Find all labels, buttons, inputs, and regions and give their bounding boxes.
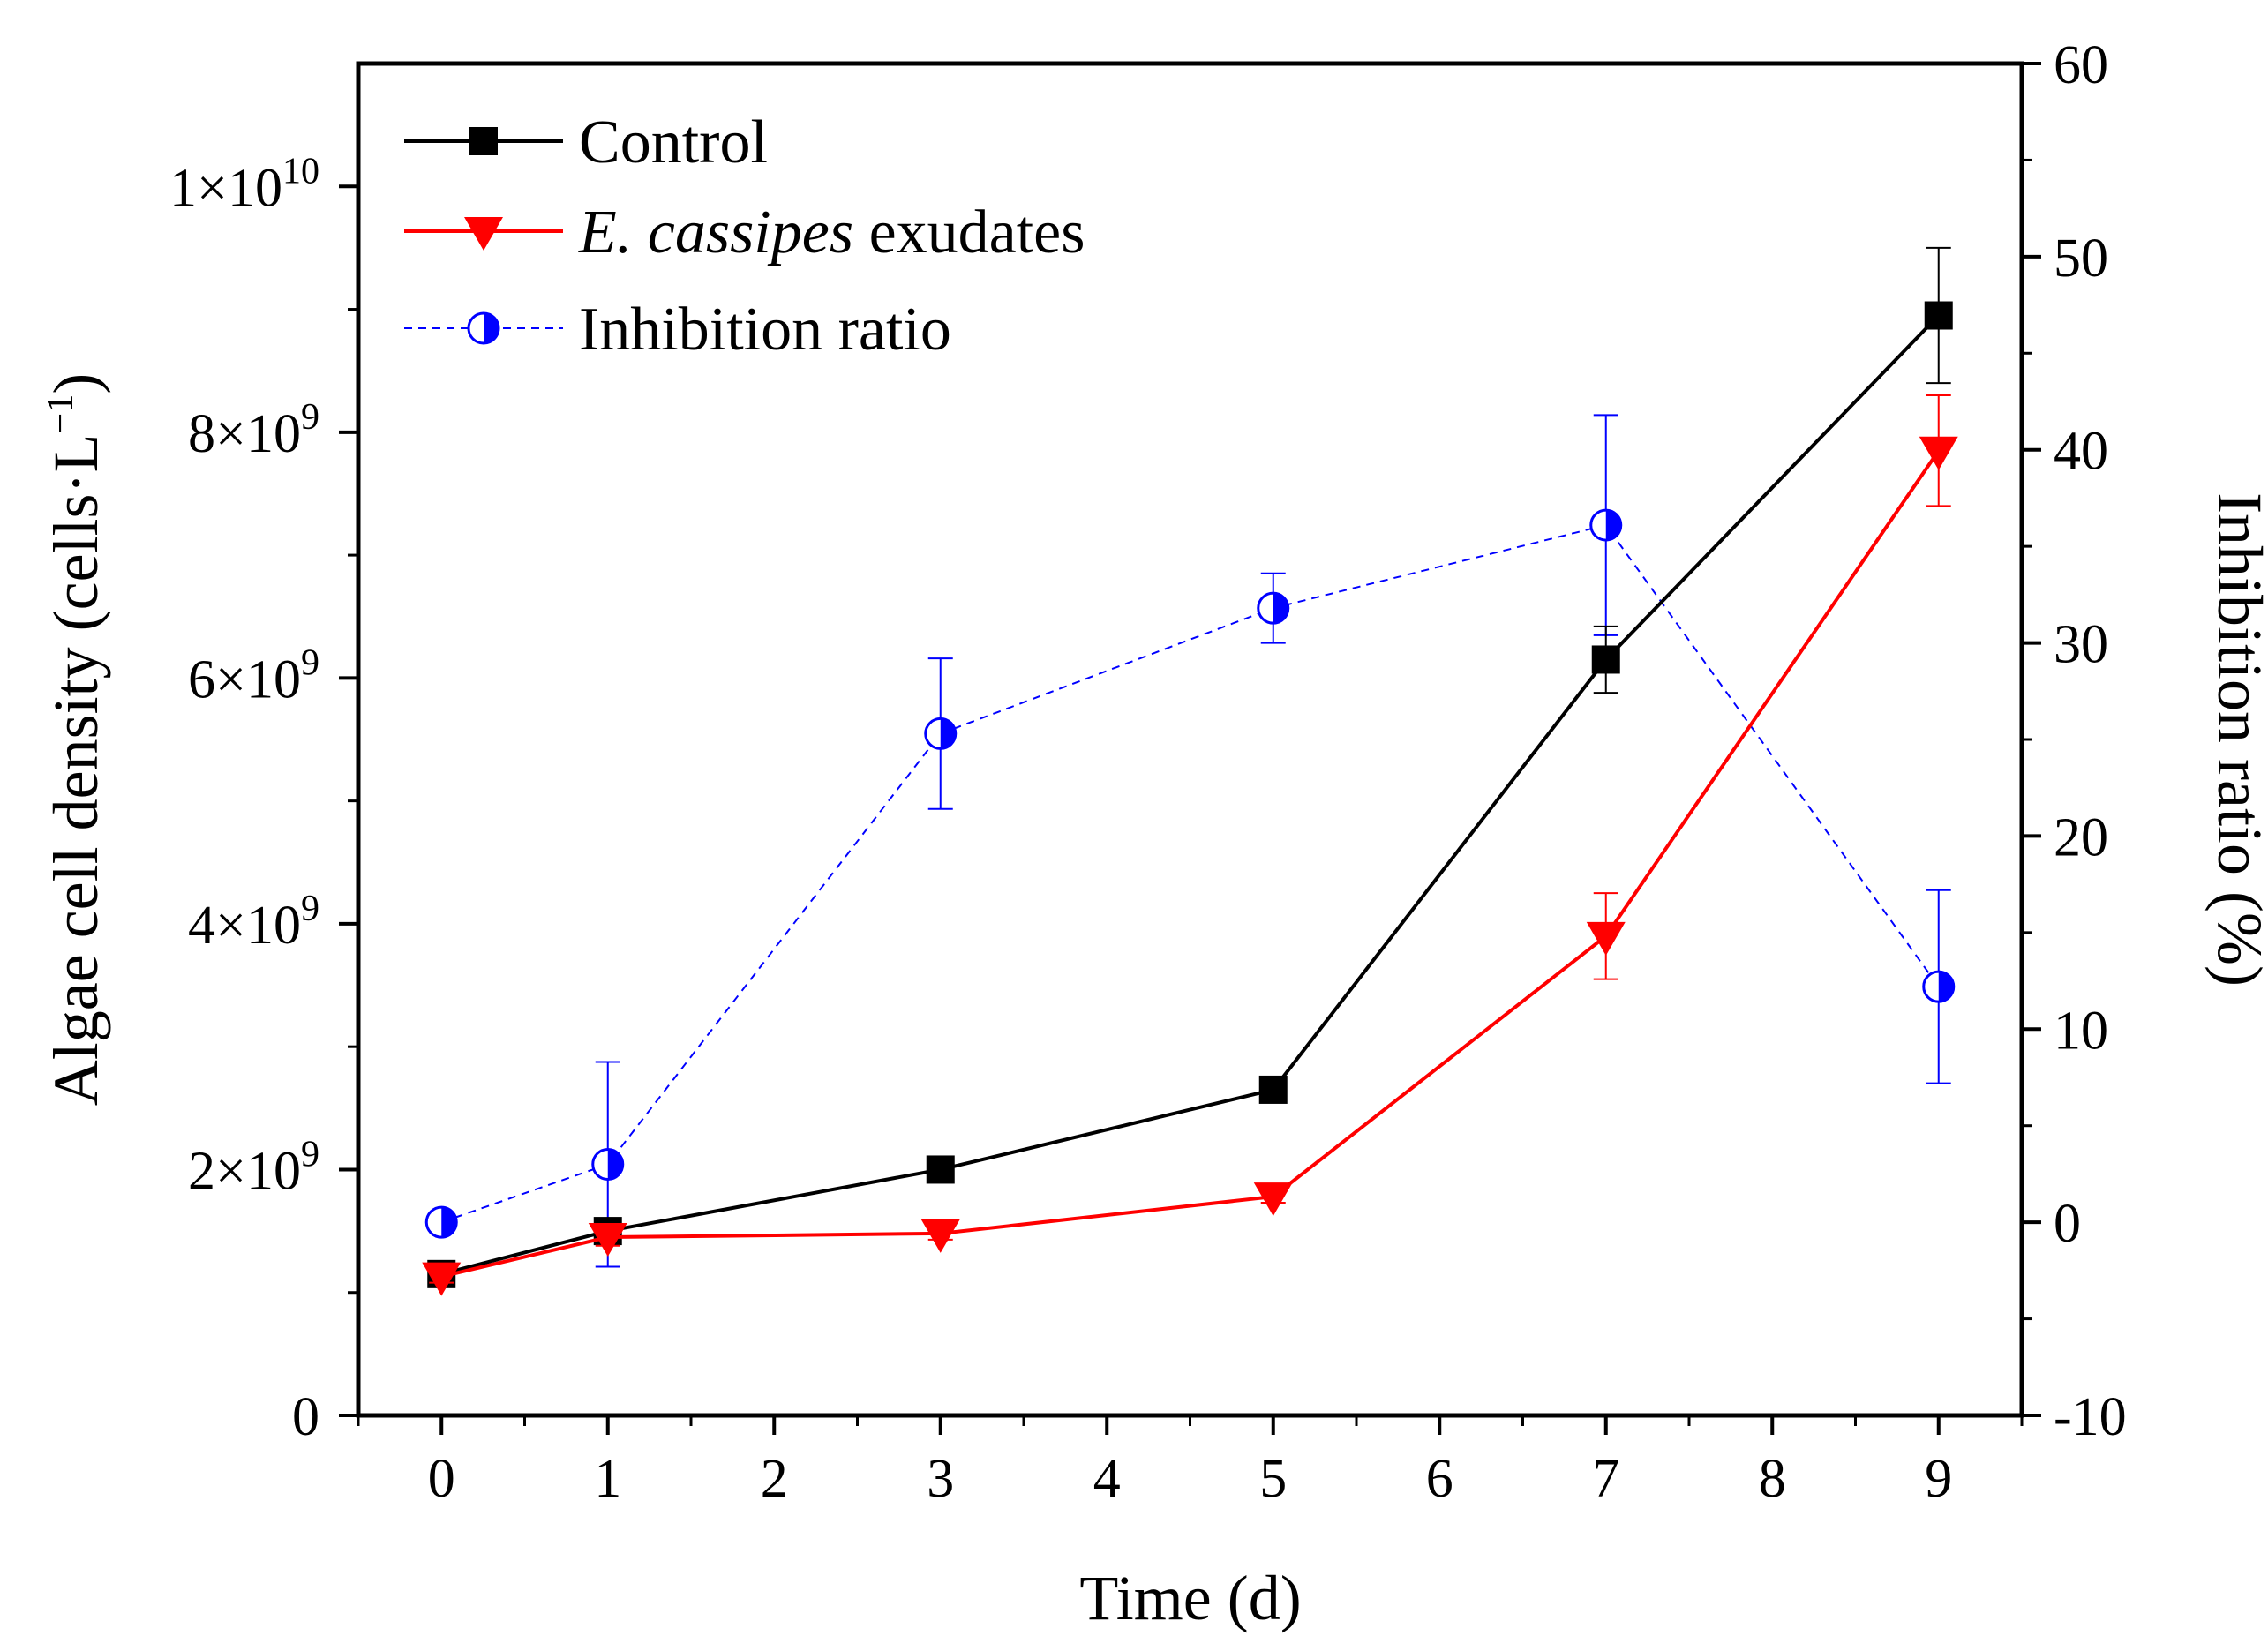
data-point-fill <box>1605 510 1621 541</box>
data-point <box>1253 1182 1293 1217</box>
legend-exudates-label: E. cassipes exudates <box>578 199 1085 266</box>
data-point <box>1258 1075 1288 1104</box>
data-point <box>588 1223 627 1257</box>
data-point <box>1591 645 1620 674</box>
series-inhibition-ratio <box>424 414 1956 1268</box>
left-axis-ticks: 0 2×109 4×109 6×109 8×109 1×1010 <box>169 151 358 1447</box>
right-tick-label: 20 <box>2054 807 2108 867</box>
data-point <box>1586 921 1626 956</box>
data-point <box>924 717 958 750</box>
series-layer <box>422 246 1958 1296</box>
data-point <box>1922 970 1956 1003</box>
data-point-fill <box>940 718 956 749</box>
x-tick-label: 1 <box>594 1449 621 1509</box>
data-point-fill <box>1938 972 1954 1002</box>
legend: Control E. cassipes exudates Inhibition … <box>404 109 1085 364</box>
data-point <box>1919 436 1958 470</box>
left-axis-title-exponent: −1 <box>41 394 81 434</box>
legend-control-marker <box>469 127 498 155</box>
data-point <box>920 1219 960 1253</box>
right-tick-label: -10 <box>2054 1387 2127 1447</box>
data-point <box>1257 591 1290 625</box>
series-line <box>440 523 1940 1224</box>
right-axis-title: Inhibition ratio (%) <box>2204 492 2268 987</box>
series-control <box>427 246 1953 1288</box>
right-tick-label: 30 <box>2054 615 2108 675</box>
series-e-cassipes-exudates <box>422 394 1958 1296</box>
right-tick-label: 10 <box>2054 1001 2108 1061</box>
right-tick-label: 50 <box>2054 229 2108 289</box>
x-tick-label: 7 <box>1592 1449 1619 1509</box>
left-tick-label: 6×109 <box>188 642 319 709</box>
right-axis-ticks: -10 0 10 20 30 40 50 60 <box>2022 35 2127 1447</box>
x-tick-label: 0 <box>428 1449 455 1509</box>
legend-inhibition-label: Inhibition ratio <box>579 296 951 364</box>
left-tick-label: 2×109 <box>188 1134 319 1201</box>
left-tick-label: 1×1010 <box>169 151 319 218</box>
data-point <box>926 1155 955 1184</box>
left-tick-label: 0 <box>292 1387 319 1447</box>
left-axis-title: Algae cell density (cells·L−1) <box>41 373 111 1106</box>
x-tick-label: 2 <box>761 1449 788 1509</box>
x-tick-label: 9 <box>1925 1449 1952 1509</box>
x-tick-label: 6 <box>1426 1449 1453 1509</box>
x-tick-label: 5 <box>1259 1449 1287 1509</box>
legend-inhibition-marker <box>467 311 500 345</box>
data-point <box>424 1205 458 1239</box>
right-tick-label: 0 <box>2054 1194 2081 1254</box>
data-point <box>422 1262 462 1296</box>
left-tick-label: 4×109 <box>188 889 319 956</box>
x-tick-label: 3 <box>927 1449 954 1509</box>
data-point <box>591 1147 625 1181</box>
x-tick-label: 4 <box>1093 1449 1121 1509</box>
data-point <box>1589 508 1623 542</box>
right-tick-label: 40 <box>2054 422 2108 482</box>
data-point-fill <box>441 1207 457 1238</box>
x-axis-ticks: 0 1 2 3 4 5 6 7 8 9 <box>357 1415 2024 1509</box>
left-tick-label: 8×109 <box>188 397 319 464</box>
series-line <box>440 314 1941 1276</box>
right-tick-label: 60 <box>2054 35 2108 95</box>
x-tick-label: 8 <box>1759 1449 1786 1509</box>
data-point-fill <box>1273 593 1288 624</box>
data-point <box>1924 301 1953 330</box>
series-line <box>440 449 1941 1279</box>
legend-exudates-marker <box>464 217 503 251</box>
x-axis-title: Time (d) <box>1079 1563 1301 1633</box>
data-point-fill <box>607 1149 623 1180</box>
legend-control-label: Control <box>579 109 768 176</box>
